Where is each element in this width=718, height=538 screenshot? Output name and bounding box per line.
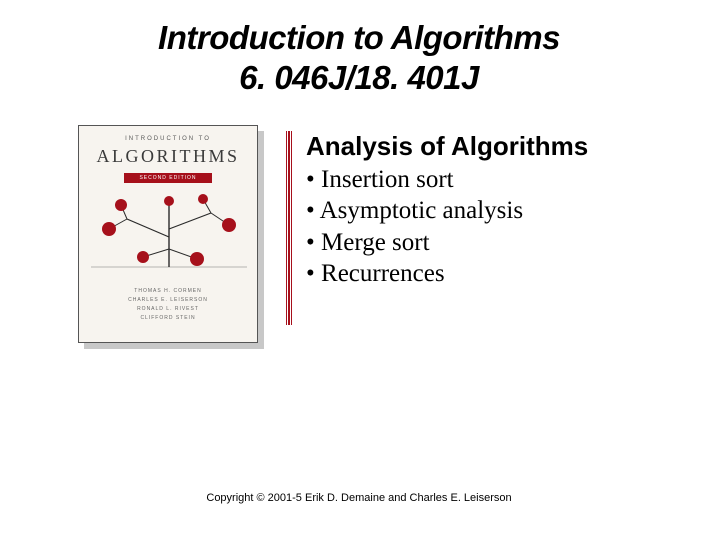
- book-top-text: INTRODUCTION TO: [79, 136, 257, 142]
- book-edition-badge: SECOND EDITION: [124, 173, 212, 183]
- book-main-word: ALGORITHMS: [79, 146, 257, 167]
- title-line2: 6. 046J/18. 401J: [0, 58, 718, 98]
- topic-item: Insertion sort: [306, 164, 588, 195]
- copyright-notice: Copyright © 2001-5 Erik D. Demaine and C…: [0, 492, 718, 504]
- book-face: INTRODUCTION TO ALGORITHMS SECOND EDITIO…: [78, 125, 258, 343]
- topics-block: Analysis of Algorithms Insertion sort As…: [306, 125, 588, 345]
- slide-title: Introduction to Algorithms 6. 046J/18. 4…: [0, 0, 718, 97]
- topic-item: Recurrences: [306, 258, 588, 289]
- book-author-line: CHARLES E. LEISERSON: [79, 296, 257, 305]
- topics-heading: Analysis of Algorithms: [306, 131, 588, 162]
- content-row: INTRODUCTION TO ALGORITHMS SECOND EDITIO…: [0, 125, 718, 345]
- book-cover: INTRODUCTION TO ALGORITHMS SECOND EDITIO…: [78, 125, 260, 345]
- vertical-divider: [286, 131, 292, 325]
- topic-item: Asymptotic analysis: [306, 195, 588, 226]
- book-author-line: CLIFFORD STEIN: [79, 314, 257, 323]
- title-line1: Introduction to Algorithms: [0, 18, 718, 58]
- book-art: [79, 185, 257, 283]
- book-author-line: RONALD L. RIVEST: [79, 305, 257, 314]
- topics-list: Insertion sort Asymptotic analysis Merge…: [306, 164, 588, 289]
- topic-item: Merge sort: [306, 227, 588, 258]
- book-authors: THOMAS H. CORMEN CHARLES E. LEISERSON RO…: [79, 287, 257, 323]
- book-author-line: THOMAS H. CORMEN: [79, 287, 257, 296]
